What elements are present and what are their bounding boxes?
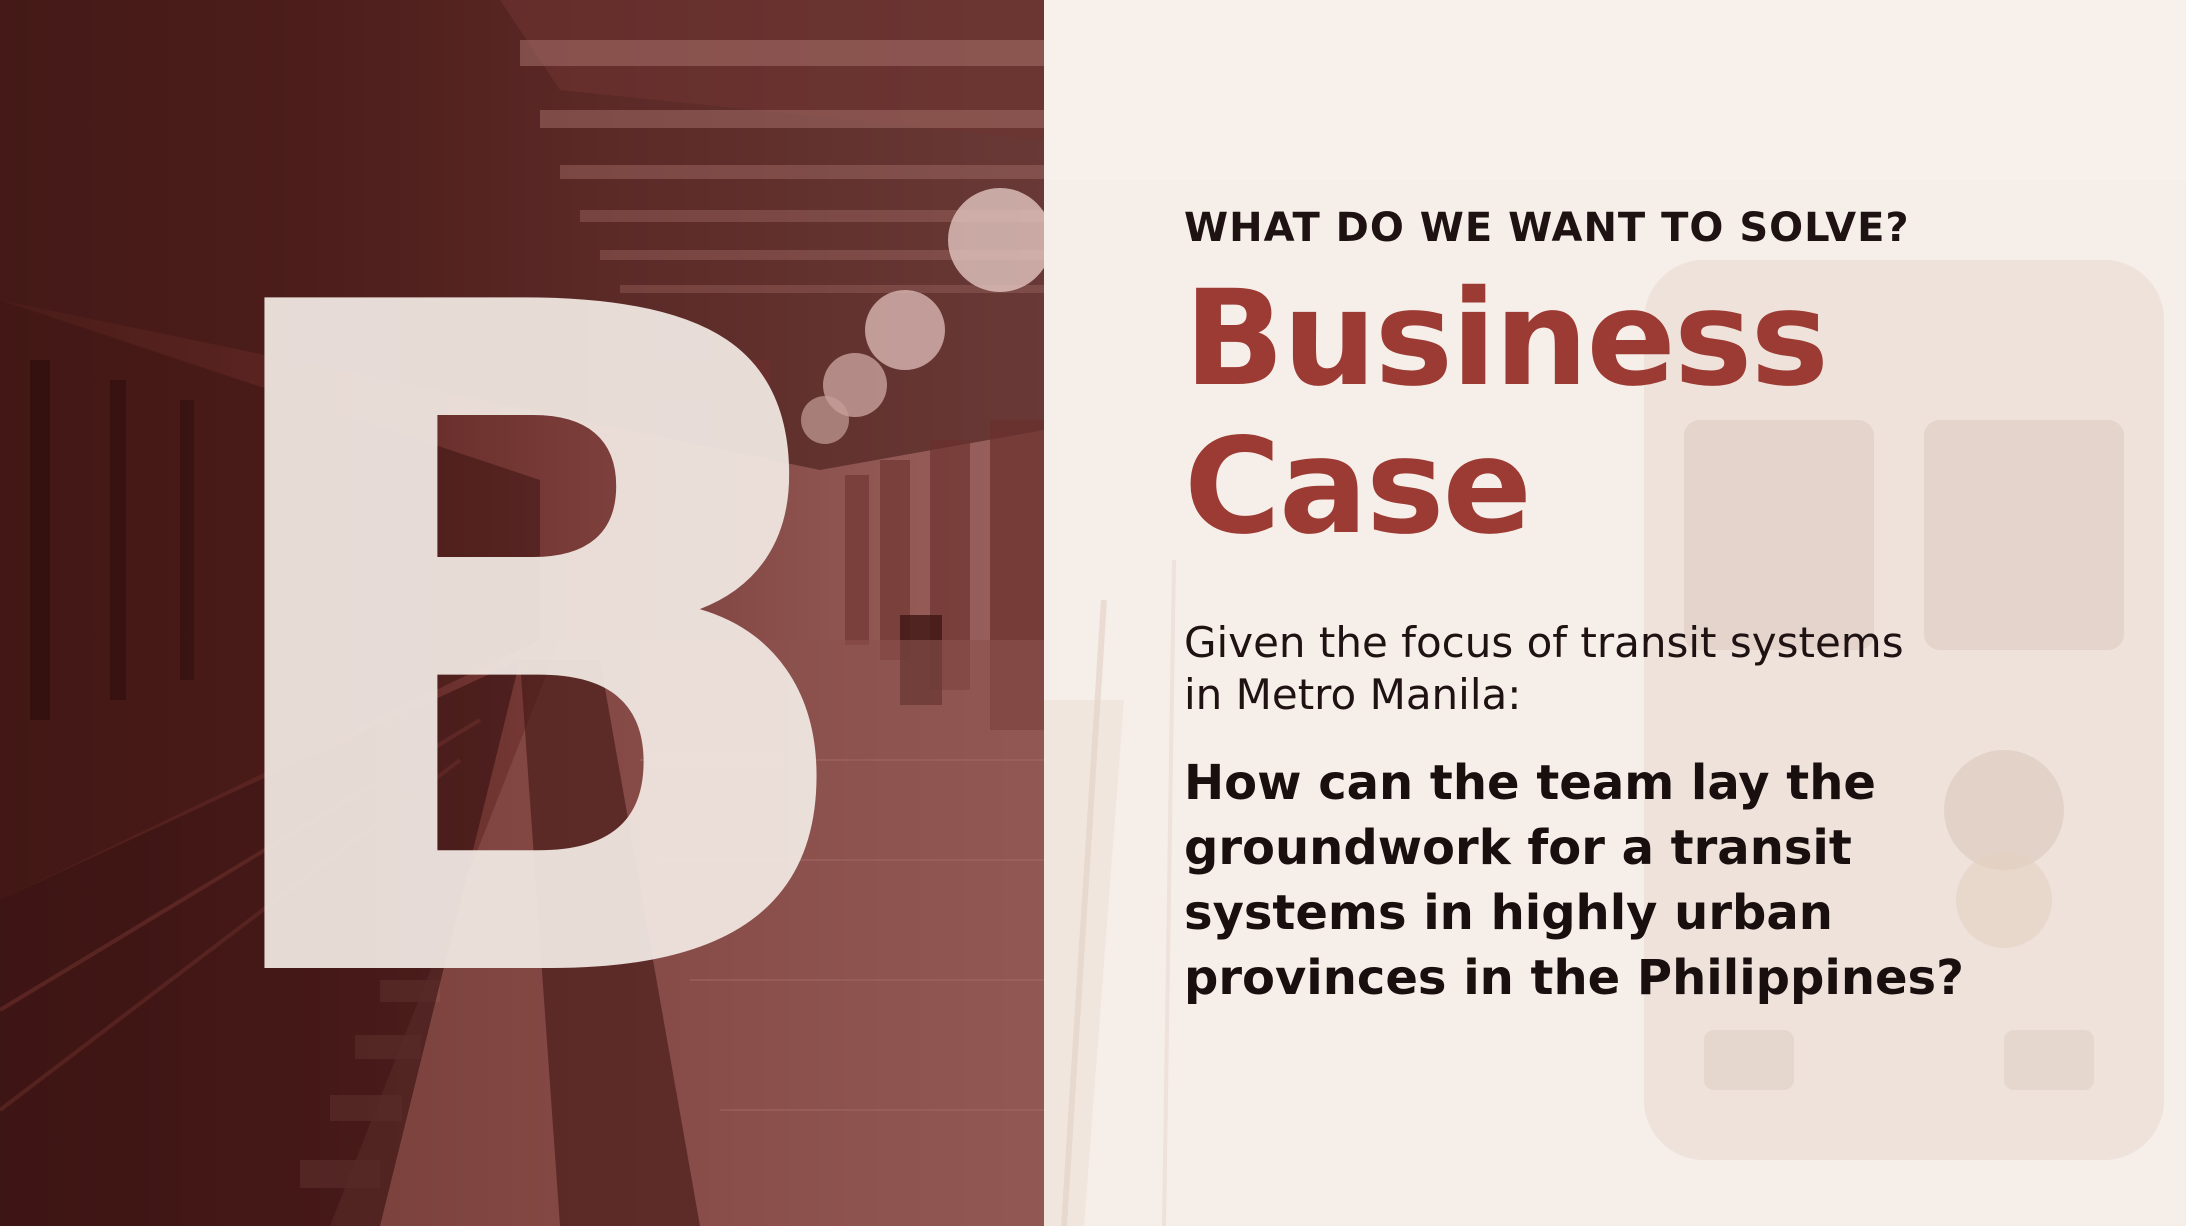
big-letter-b: B <box>180 114 881 1185</box>
title-line-1: Business <box>1184 262 1829 416</box>
intro-text: Given the focus of transit systems in Me… <box>1184 617 2124 721</box>
slide-title: Business Case <box>1184 265 2124 561</box>
text-block: WHAT DO WE WANT TO SOLVE? Business Case … <box>1184 205 2124 1011</box>
key-question: How can the team lay the groundwork for … <box>1184 751 2124 1011</box>
train-background-illustration <box>1044 0 2186 1226</box>
question-line-2: groundwork for a transit <box>1184 820 1852 876</box>
question-line-3: systems in highly urban <box>1184 885 1833 941</box>
station-illustration <box>0 0 1044 1226</box>
intro-line-2: in Metro Manila: <box>1184 670 1522 719</box>
section-kicker: WHAT DO WE WANT TO SOLVE? <box>1184 205 1910 251</box>
question-line-1: How can the team lay the <box>1184 755 1876 811</box>
question-line-4: provinces in the Philippines? <box>1184 950 1964 1006</box>
subway-station-photo: B <box>0 0 1044 1226</box>
content-panel: WHAT DO WE WANT TO SOLVE? Business Case … <box>1044 0 2186 1226</box>
title-line-2: Case <box>1184 410 1532 564</box>
intro-line-1: Given the focus of transit systems <box>1184 618 1904 667</box>
